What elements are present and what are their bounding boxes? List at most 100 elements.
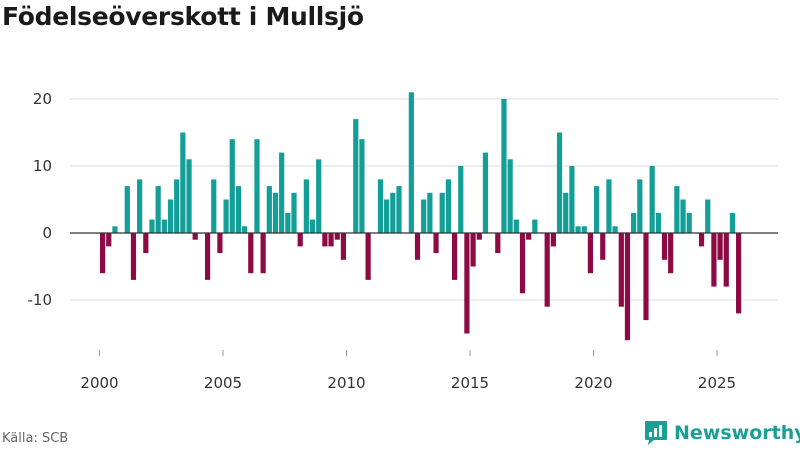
bar [495,233,501,254]
bar [285,212,291,233]
bar [655,212,661,233]
y-tick-labels: -10 0 10 20 [28,90,53,309]
x-tick-label: 2000 [80,374,118,392]
bar [124,186,130,233]
bar [340,233,347,260]
bar [99,233,106,274]
bar [279,152,285,233]
bar [600,233,606,260]
bar [686,212,692,233]
bar [458,166,464,233]
bar [309,219,316,233]
bar [451,233,458,280]
bar [519,233,526,294]
bars [99,92,742,341]
bar [433,233,439,254]
bar [130,233,137,280]
bar [186,159,192,233]
bar [587,233,594,274]
bar [544,233,550,307]
brand-name: Newsworthy [674,422,800,444]
source-note: Källa: SCB [2,431,69,446]
bar [316,159,322,233]
bar [556,132,563,233]
bar [248,233,254,274]
bar [260,233,266,274]
bar [624,233,631,341]
bar [377,179,384,233]
bar [736,233,742,314]
y-tick-label: 20 [33,90,52,108]
x-axis: 2000 2005 2010 2015 2020 2025 [80,350,736,392]
bar [717,233,723,260]
bar [507,159,513,233]
bar [711,233,717,287]
x-tick-label: 2025 [698,374,736,392]
bar [254,139,260,233]
bar [414,233,421,260]
bar [661,233,668,260]
bar [291,192,297,233]
bar [532,219,538,233]
bar [334,233,340,240]
bar [470,233,476,267]
bar [698,233,705,247]
bar [575,226,581,233]
bar [106,233,112,247]
bar [242,226,248,233]
bar [563,192,569,233]
bar [180,132,186,233]
bar [464,233,470,334]
bar [384,199,390,233]
bar [174,179,180,233]
bar [668,233,674,274]
bar [161,219,167,233]
bar [322,233,328,247]
bar [581,226,587,233]
bar [445,179,451,233]
bar [593,186,600,233]
bar [297,233,303,247]
chart-title: Födelseöverskott i Mullsjö [2,2,364,31]
bar [235,186,242,233]
bar [353,119,359,233]
bar [723,233,729,287]
bar [606,179,612,233]
bar [328,233,334,247]
bar [513,219,519,233]
bar [649,166,655,233]
bar [408,92,414,233]
bar [223,199,229,233]
bar [112,226,118,233]
y-tick-label: 10 [33,157,52,175]
bar [421,199,427,233]
bar [618,233,624,307]
brand: Newsworthy [644,420,800,446]
bar [266,186,272,233]
bar [674,186,680,233]
bar [427,192,433,233]
bar [390,192,396,233]
bar [137,179,143,233]
x-tick-label: 2020 [574,374,612,392]
bar [569,166,575,233]
bar [550,233,556,247]
x-tick-label: 2015 [451,374,489,392]
newsworthy-logo-icon [645,421,667,445]
bar [229,139,235,233]
bar [155,186,161,233]
bar [359,139,365,233]
bar [192,233,198,240]
bar [643,233,649,321]
bar [365,233,371,280]
bar [612,226,618,233]
bar [303,179,309,233]
bar [680,199,686,233]
bar [217,233,223,254]
bar [637,179,643,233]
bar [526,233,532,240]
bar [439,192,445,233]
bar [501,99,507,233]
bar [167,199,174,233]
